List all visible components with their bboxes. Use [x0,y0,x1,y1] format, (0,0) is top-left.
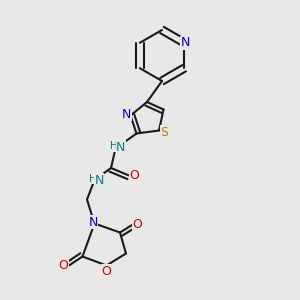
Text: O: O [133,218,142,232]
Text: N: N [94,173,104,187]
Text: O: O [59,259,68,272]
Text: N: N [122,107,132,121]
Text: N: N [88,215,98,229]
Text: S: S [160,125,168,139]
Text: H: H [89,173,97,184]
Text: H: H [110,141,118,151]
Text: N: N [181,36,190,49]
Text: O: O [130,169,139,182]
Text: N: N [116,141,126,154]
Text: O: O [102,265,111,278]
